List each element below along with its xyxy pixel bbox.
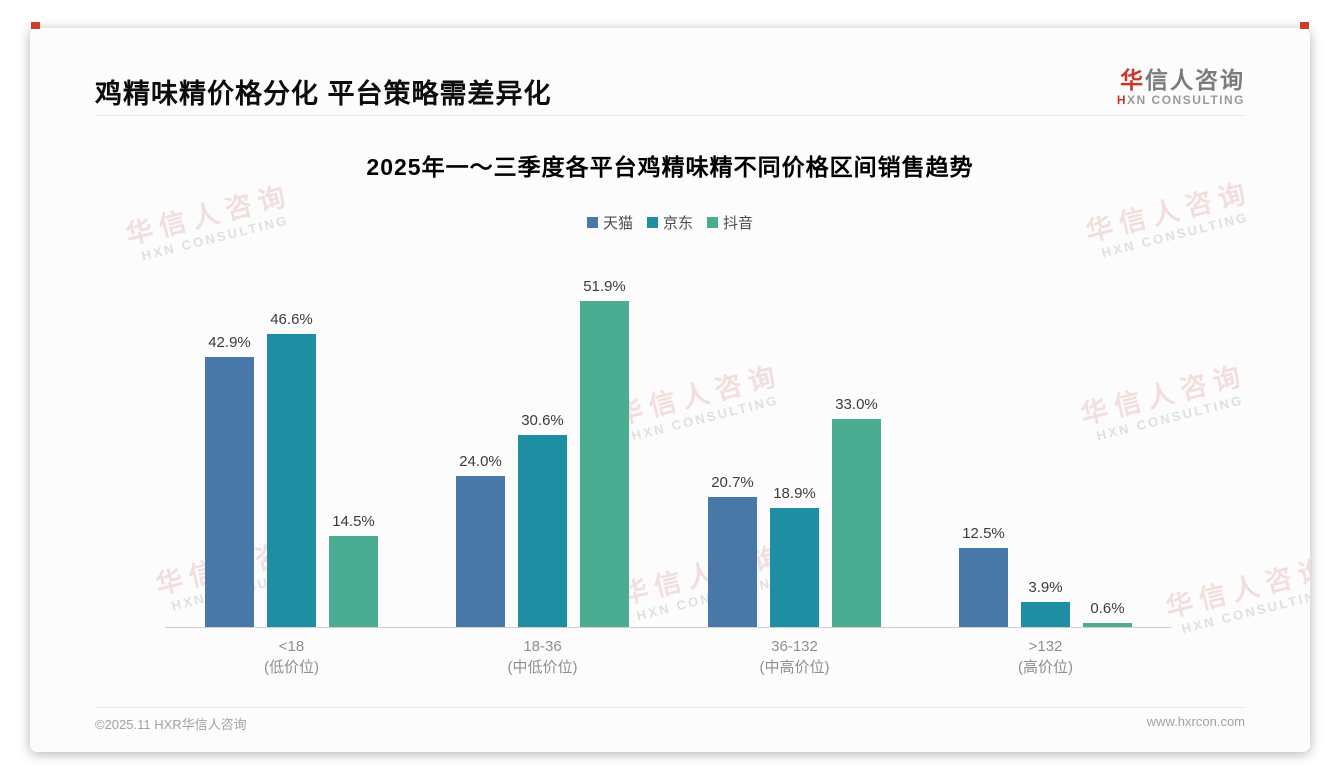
bar-value-label: 46.6%	[270, 311, 313, 328]
footer: ©2025.11 HXR华信人咨询 www.hxrcon.com	[95, 714, 1245, 733]
bar	[1021, 602, 1070, 627]
bar	[205, 357, 254, 627]
footer-copyright: ©2025.11 HXR华信人咨询	[95, 717, 247, 732]
header: 鸡精味精价格分化 平台策略需差异化 华信人咨询 HXN CONSULTING	[95, 67, 1245, 116]
bar-value-label: 24.0%	[459, 453, 502, 470]
legend-item: 京东	[646, 212, 693, 233]
legend-swatch	[586, 217, 598, 228]
x-axis-label: >132 (高价位)	[1018, 638, 1073, 676]
bar-value-label: 42.9%	[208, 334, 251, 351]
logo-chinese-text: 华信人咨询	[1120, 67, 1245, 93]
logo-english-text: HXN CONSULTING	[1116, 93, 1245, 108]
bar-value-label: 14.5%	[332, 513, 375, 530]
x-axis-label: 18-36 (中低价位)	[507, 638, 578, 676]
bar-value-label: 18.9%	[773, 485, 816, 502]
bar	[708, 497, 757, 627]
bar-value-label: 0.6%	[1090, 600, 1125, 617]
legend-item: 天猫	[586, 212, 633, 233]
legend-label: 京东	[662, 215, 693, 232]
bar-chart-plot: 42.9% 46.6% 14.5% <18 (低价位) 24.0% 30.6% 51.9% 18…	[165, 238, 1172, 676]
slide-card: 华信人咨询 HXN CONSULTING 华信人咨询 HXN CONSULTING 华信…	[30, 28, 1310, 752]
legend-label: 天猫	[602, 215, 633, 232]
bar-value-label: 20.7%	[711, 474, 754, 491]
legend-item: 抖音	[707, 212, 753, 233]
bar	[518, 435, 567, 627]
bar	[1083, 623, 1132, 627]
legend-swatch	[707, 217, 718, 228]
header-divider	[95, 115, 1245, 116]
chart-legend: 天猫 京东 抖音	[30, 212, 1310, 233]
footer-divider	[95, 707, 1245, 708]
legend-swatch	[646, 217, 658, 228]
bar	[329, 536, 378, 627]
bar-group: 42.9% 46.6% 14.5%	[205, 238, 378, 627]
company-logo: 华信人咨询 HXN CONSULTING	[1116, 67, 1245, 108]
bar-value-label: 12.5%	[962, 525, 1005, 542]
legend-label: 抖音	[723, 215, 754, 232]
bar	[959, 548, 1008, 627]
bar-value-label: 3.9%	[1028, 579, 1063, 596]
bar-group: 20.7% 18.9% 33.0%	[708, 238, 881, 627]
bar-value-label: 51.9%	[583, 278, 626, 295]
red-corner-accent-right	[1300, 22, 1309, 29]
chart-title: 2025年一～三季度各平台鸡精味精不同价格区间销售趋势	[366, 154, 974, 180]
bar	[456, 476, 505, 627]
bar-group: 24.0% 30.6% 51.9%	[456, 238, 629, 627]
bar-group: 12.5% 3.9% 0.6%	[959, 238, 1132, 627]
x-axis-label: 36-132 (中高价位)	[759, 638, 830, 676]
bar-value-label: 30.6%	[521, 412, 564, 429]
x-axis-label: <18 (低价位)	[264, 638, 319, 676]
footer-website: www.hxrcon.com	[1146, 714, 1245, 729]
bar-value-label: 33.0%	[835, 396, 878, 413]
bar	[832, 419, 881, 627]
bar	[770, 508, 819, 627]
red-corner-accent-left	[31, 22, 40, 29]
page-title: 鸡精味精价格分化 平台策略需差异化	[95, 79, 552, 109]
bar	[580, 301, 629, 627]
bar	[267, 334, 316, 627]
